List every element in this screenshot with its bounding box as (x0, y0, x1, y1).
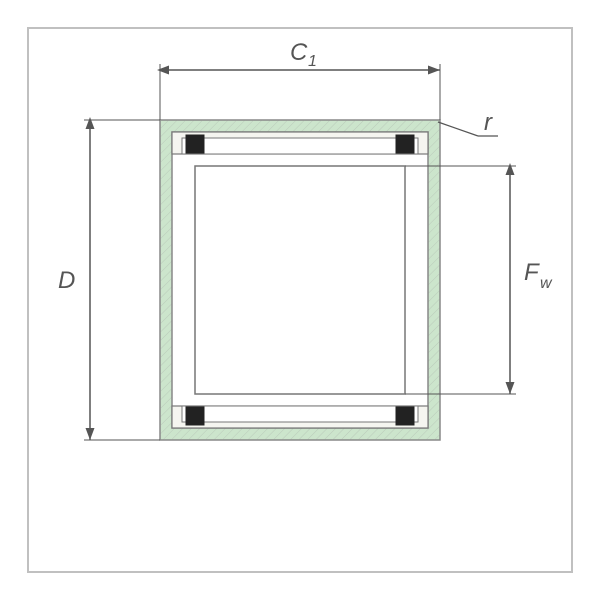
label-c1: C (290, 39, 308, 66)
roller-2 (186, 407, 204, 425)
label-fw: F (524, 259, 540, 286)
roller-3 (396, 407, 414, 425)
label-c1-sub: 1 (308, 53, 317, 70)
bottom-lip-step (182, 406, 418, 422)
label-d: D (58, 267, 75, 294)
outer-ring-inner-wall (172, 132, 428, 428)
roller-0 (186, 135, 204, 153)
label-r: r (484, 109, 493, 136)
leader-r (438, 122, 478, 136)
top-lip-step (182, 138, 418, 154)
label-fw-sub: w (540, 275, 553, 292)
roller-1 (396, 135, 414, 153)
